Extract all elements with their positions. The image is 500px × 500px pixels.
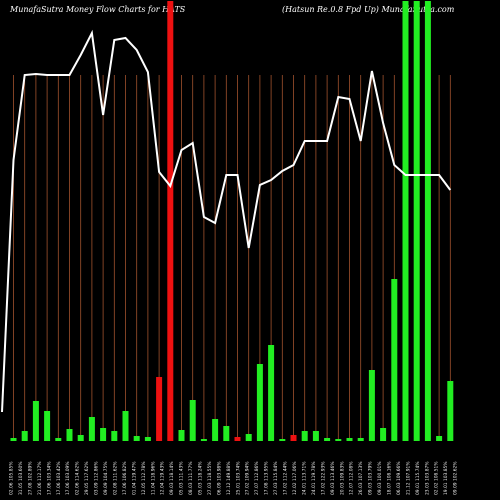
money-flow-bar [324, 438, 331, 441]
money-flow-bar [178, 430, 185, 441]
money-flow-bar [212, 419, 219, 441]
x-tick-label: 24.01 113.71% [301, 461, 307, 495]
x-tick-label: 27.08 102.89% [27, 461, 33, 495]
x-tick-label: 20.03 109.83% [339, 461, 345, 495]
x-tick-label: 05.03 111.43% [179, 461, 185, 495]
money-flow-bar [245, 434, 252, 441]
chart-title-right: (Hatsun Re.0.8 Fpd Up) MunafaSutra.com [282, 5, 455, 14]
x-tick-label: 27.02 109.94% [245, 461, 251, 495]
money-flow-bar [122, 411, 129, 441]
x-axis-labels: 02.06 105.85% 31.05 103.60% 27.08 102.89% 2… [9, 461, 459, 495]
x-tick-label: 21.06 112.17% [37, 461, 43, 495]
x-tick-label: 12.12 149.88% [226, 461, 232, 495]
money-flow-bar [402, 1, 409, 441]
x-tick-label: 29.05 117.62% [84, 461, 90, 495]
money-flow-bar [368, 370, 375, 441]
money-flow-bar [111, 431, 118, 441]
money-flow-bar [200, 439, 207, 441]
money-flow-bar [10, 438, 17, 441]
x-tick-label: 09.09 102.62% [453, 461, 459, 495]
x-tick-label: 05.03 118.24% [198, 461, 204, 495]
x-tick-label: 27.03 118.55% [207, 461, 213, 495]
x-tick-label: 27.03 115.84% [273, 461, 279, 495]
money-flow-bar [88, 417, 95, 441]
money-flow-bar [391, 279, 398, 441]
x-tick-label: 03.09 112.86% [94, 461, 100, 495]
x-tick-label: 09.03 118.14% [169, 461, 175, 495]
money-flow-bar [424, 1, 431, 441]
money-flow-bar [44, 411, 51, 441]
x-tick-label: 01.04 119.47% [131, 461, 137, 495]
money-flow-bar [346, 438, 353, 441]
x-tick-label: 17.06 103.34% [46, 461, 52, 495]
x-tick-label: 18.07 108.16% [387, 461, 393, 495]
x-tick-label: 21.12 107.91% [405, 461, 411, 495]
x-tick-label: 08.03 111.77% [188, 461, 194, 495]
x-tick-label: 17.02 122.93% [320, 461, 326, 495]
money-flow-bar [189, 400, 196, 441]
money-flow-bar [77, 435, 84, 441]
money-flow-bar [447, 381, 454, 441]
x-tick-label: 02.08 111.62% [112, 461, 118, 495]
x-tick-label: 25.01 103.74% [235, 461, 241, 495]
x-tick-label: 24.01 119.78% [311, 461, 317, 495]
x-tick-label: 06.09 103.98% [216, 461, 222, 495]
money-flow-bar [21, 431, 28, 441]
money-flow-bar [301, 431, 308, 441]
x-tick-label: 19.01 103.85% [443, 461, 449, 495]
x-tick-label: 23.03 103.87% [424, 461, 430, 495]
x-tick-label: 26.03 107.13% [358, 461, 364, 495]
x-tick-label: 11.04 118.96% [150, 461, 156, 495]
chart-title-left: MunafaSutra Money Flow Charts for HATS [10, 5, 186, 14]
money-flow-bar [32, 401, 39, 441]
x-tick-label: 17.06 103.42% [56, 461, 62, 495]
x-tick-label: 12.02 117.06% [292, 461, 298, 495]
x-tick-label: 12.07 112.08% [349, 461, 355, 495]
money-flow-bar [357, 438, 364, 441]
x-tick-label: 12.05 112.78% [141, 461, 147, 495]
x-tick-label: 09.03 103.79% [368, 461, 374, 495]
x-tick-label: 09.01 115.74% [415, 461, 421, 495]
price-line [1, 29, 452, 413]
x-tick-label: 09.09 104.75% [103, 461, 109, 495]
x-tick-label: 09.03 100.01% [377, 461, 383, 495]
x-tick-label: 06.03 109.66% [396, 461, 402, 495]
money-flow-bar [156, 377, 163, 441]
x-tick-label: 12.04 119.43% [160, 461, 166, 495]
money-flow-bars [10, 1, 454, 441]
x-tick-label: 17.08 113.95% [264, 461, 270, 495]
money-flow-bar [133, 436, 140, 441]
money-flow-bar [436, 436, 443, 441]
money-flow-bar [290, 435, 297, 441]
money-flow-bar [223, 426, 230, 441]
money-flow-bar [268, 345, 275, 441]
money-flow-bar [167, 1, 174, 441]
money-flow-bar [279, 439, 286, 441]
x-tick-label: 17.02 112.44% [283, 461, 289, 495]
x-tick-label: 17.06 103.09% [65, 461, 71, 495]
x-tick-label: 02.06 105.85% [9, 461, 15, 495]
money-flow-bar [55, 438, 62, 441]
money-flow-bar [144, 437, 151, 441]
money-flow-bar [256, 364, 263, 441]
money-flow-bar [100, 428, 107, 441]
x-tick-label: 27.07 112.86% [254, 461, 260, 495]
x-tick-label: 31.05 103.60% [18, 461, 24, 495]
x-tick-label: 17.06 106.82% [122, 461, 128, 495]
money-flow-bar [66, 429, 73, 441]
x-tick-label: 02.06 114.62% [75, 461, 81, 495]
money-flow-bar [335, 439, 342, 441]
money-flow-bar [380, 428, 387, 441]
x-tick-label: 02.02 108.51% [434, 461, 440, 495]
x-tick-label: 09.03 113.46% [330, 461, 336, 495]
money-flow-bar [234, 437, 241, 441]
money-flow-bar [413, 1, 420, 441]
money-flow-bar [312, 431, 319, 441]
